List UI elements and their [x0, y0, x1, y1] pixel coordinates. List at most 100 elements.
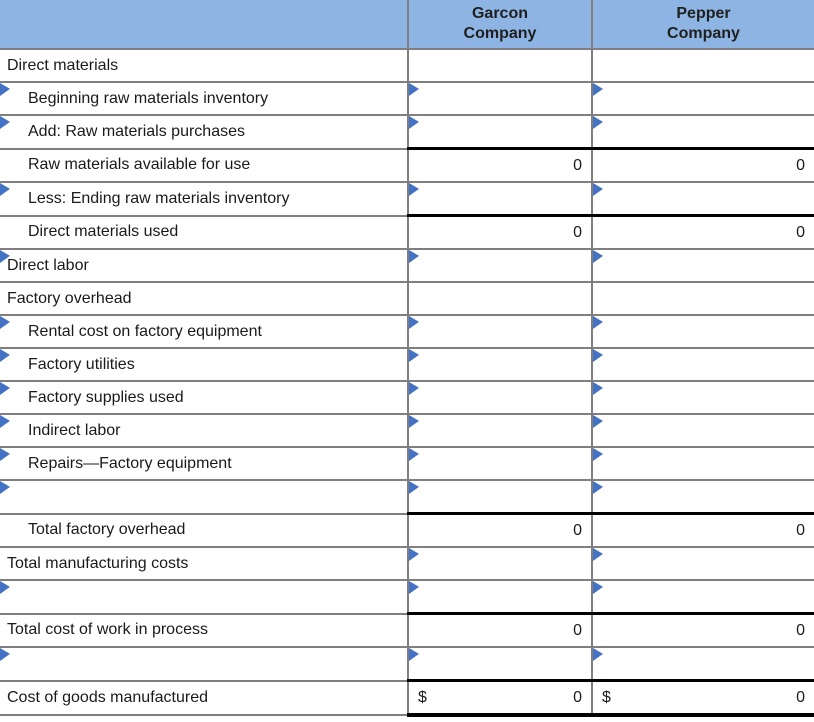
row-label: Indirect labor — [28, 421, 121, 439]
value-cell-garcon[interactable] — [407, 114, 593, 150]
dropdown-marker-icon[interactable] — [409, 481, 419, 494]
dropdown-marker-icon[interactable] — [593, 415, 603, 428]
value-cell-pepper[interactable] — [591, 347, 814, 382]
dropdown-marker-icon[interactable] — [409, 83, 419, 96]
row-label-cell: Direct labor — [0, 248, 409, 283]
header-garcon-company: Garcon Company — [407, 0, 593, 50]
dropdown-marker-icon[interactable] — [593, 382, 603, 395]
row-label: Beginning raw materials inventory — [28, 89, 269, 107]
dropdown-marker-icon[interactable] — [593, 116, 603, 129]
dropdown-marker-icon[interactable] — [0, 581, 10, 594]
value-cell-garcon: $ 0 — [407, 679, 593, 717]
value-cell-pepper[interactable] — [591, 314, 814, 349]
dropdown-marker-icon[interactable] — [593, 581, 603, 594]
dropdown-marker-icon[interactable] — [0, 648, 10, 661]
value-cell-pepper[interactable] — [591, 579, 814, 615]
value-cell-garcon[interactable] — [407, 248, 593, 283]
dropdown-marker-icon[interactable] — [409, 448, 419, 461]
value-cell-garcon: 0 — [407, 512, 593, 548]
dropdown-marker-icon[interactable] — [409, 183, 419, 196]
table-row: Cost of goods manufactured $ 0 $ 0 — [0, 679, 814, 717]
dropdown-marker-icon[interactable] — [409, 250, 419, 263]
dropdown-marker-icon[interactable] — [0, 317, 10, 329]
value-cell-garcon[interactable] — [407, 446, 593, 481]
table-row: Direct labor — [0, 248, 814, 283]
dropdown-marker-icon[interactable] — [0, 350, 10, 362]
row-label: Repairs—Factory equipment — [28, 454, 232, 472]
table-row: Total cost of work in process 0 0 — [0, 612, 814, 648]
row-label-cell — [0, 579, 409, 615]
dropdown-marker-icon[interactable] — [409, 415, 419, 428]
dropdown-marker-icon[interactable] — [409, 548, 419, 561]
value-cell-garcon[interactable] — [407, 181, 593, 217]
value-cell-pepper[interactable] — [591, 81, 814, 116]
dropdown-marker-icon[interactable] — [0, 251, 10, 263]
dropdown-marker-icon[interactable] — [593, 183, 603, 196]
value-cell-garcon[interactable] — [407, 479, 593, 515]
dropdown-marker-icon[interactable] — [593, 349, 603, 362]
row-label: Direct labor — [7, 256, 89, 274]
value-cell-pepper[interactable] — [591, 479, 814, 515]
value-cell-garcon[interactable] — [407, 413, 593, 448]
value-cell-garcon[interactable] — [407, 546, 593, 581]
table-row: Less: Ending raw materials inventory — [0, 181, 814, 217]
row-label: Less: Ending raw materials inventory — [28, 189, 290, 207]
dropdown-marker-icon[interactable] — [593, 548, 603, 561]
dropdown-marker-icon[interactable] — [0, 416, 10, 428]
dropdown-marker-icon[interactable] — [593, 648, 603, 661]
value-cell-pepper[interactable] — [591, 114, 814, 150]
cell-amount: 0 — [573, 223, 582, 241]
table-row: Total manufacturing costs — [0, 546, 814, 581]
value-cell-pepper[interactable] — [591, 546, 814, 581]
value-cell-pepper[interactable] — [591, 646, 814, 682]
dropdown-marker-icon[interactable] — [593, 481, 603, 494]
row-label-cell: Direct materials used — [0, 214, 409, 250]
dropdown-marker-icon[interactable] — [593, 250, 603, 263]
dropdown-marker-icon[interactable] — [0, 449, 10, 461]
dropdown-marker-icon[interactable] — [409, 316, 419, 329]
row-label-cell — [0, 646, 409, 682]
dropdown-marker-icon[interactable] — [0, 183, 10, 196]
value-cell-pepper[interactable] — [591, 248, 814, 283]
row-label: Factory overhead — [7, 289, 132, 307]
value-cell-garcon[interactable] — [407, 579, 593, 615]
dropdown-marker-icon[interactable] — [409, 349, 419, 362]
cell-amount: 0 — [796, 621, 805, 639]
dropdown-marker-icon[interactable] — [409, 382, 419, 395]
dropdown-marker-icon[interactable] — [409, 648, 419, 661]
dropdown-marker-icon[interactable] — [409, 581, 419, 594]
value-cell-pepper[interactable] — [591, 181, 814, 217]
cell-amount: 0 — [796, 521, 805, 539]
dropdown-marker-icon[interactable] — [0, 84, 10, 96]
dropdown-marker-icon[interactable] — [593, 448, 603, 461]
value-cell-garcon[interactable] — [407, 314, 593, 349]
row-label-cell: Factory supplies used — [0, 380, 409, 415]
value-cell-pepper[interactable] — [591, 413, 814, 448]
cell-amount: 0 — [573, 156, 582, 174]
dropdown-marker-icon[interactable] — [0, 383, 10, 395]
cell-amount: 0 — [573, 521, 582, 539]
value-cell-garcon[interactable] — [407, 81, 593, 116]
dropdown-marker-icon[interactable] — [0, 481, 10, 494]
dropdown-marker-icon[interactable] — [593, 316, 603, 329]
value-cell-garcon[interactable] — [407, 646, 593, 682]
dropdown-marker-icon[interactable] — [0, 116, 10, 129]
dropdown-marker-icon[interactable] — [593, 83, 603, 96]
row-label-cell: Rental cost on factory equipment — [0, 314, 409, 349]
dropdown-marker-icon[interactable] — [409, 116, 419, 129]
row-label-cell: Factory overhead — [0, 281, 409, 316]
cell-amount: 0 — [796, 688, 805, 706]
row-label-cell: Total cost of work in process — [0, 612, 409, 648]
value-cell-pepper[interactable] — [591, 446, 814, 481]
row-label-cell: Total manufacturing costs — [0, 546, 409, 581]
cell-amount: 0 — [573, 621, 582, 639]
value-cell-garcon[interactable] — [407, 380, 593, 415]
table-row: Indirect labor — [0, 413, 814, 448]
value-cell-pepper[interactable] — [591, 380, 814, 415]
row-label-cell — [0, 479, 409, 515]
value-cell-garcon[interactable] — [407, 347, 593, 382]
row-label-cell: Total factory overhead — [0, 512, 409, 548]
table-row: Factory overhead — [0, 281, 814, 316]
cell-amount: 0 — [573, 688, 582, 706]
row-label-cell: Repairs—Factory equipment — [0, 446, 409, 481]
